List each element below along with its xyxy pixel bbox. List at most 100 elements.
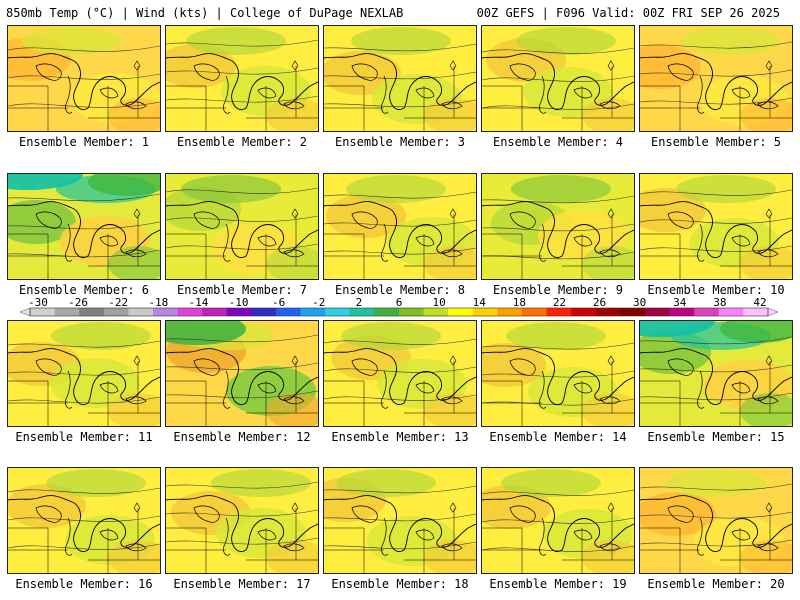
- colorbar-tick-label: 10: [432, 296, 445, 309]
- map-field: [324, 26, 476, 131]
- ensemble-member-map: [7, 173, 161, 280]
- ensemble-member-map: [481, 173, 635, 280]
- ensemble-member-map: [481, 25, 635, 132]
- colorbar-right-arrow: [767, 307, 779, 317]
- map-field: [166, 26, 318, 131]
- colorbar-tick-label: -10: [229, 296, 249, 309]
- colorbar-tick-label: 18: [513, 296, 526, 309]
- colorbar-tick-label: 30: [633, 296, 646, 309]
- colorbar-swatch: [423, 308, 449, 316]
- colorbar-swatch: [226, 308, 252, 316]
- ensemble-member-map: [165, 320, 319, 427]
- colorbar-tick-label: 26: [593, 296, 606, 309]
- colorbar-swatch: [153, 308, 179, 316]
- colorbar-swatch: [54, 308, 80, 316]
- colorbar-outline: [29, 307, 769, 317]
- header-valid-time: 00Z GEFS | F096 Valid: 00Z FRI SEP 26 20…: [476, 6, 780, 20]
- colorbar-tick-label: -30: [28, 296, 48, 309]
- ensemble-member-label: Ensemble Member: 9: [492, 283, 624, 297]
- colorbar-swatch: [300, 308, 326, 316]
- ensemble-member-map: [323, 173, 477, 280]
- ensemble-member-label: Ensemble Member: 3: [334, 135, 466, 149]
- colorbar-swatch: [743, 308, 769, 316]
- ensemble-member-label: Ensemble Member: 13: [331, 430, 469, 444]
- ensemble-member-map: [165, 173, 319, 280]
- ensemble-member-map: [639, 320, 793, 427]
- colorbar-tick-label: -6: [272, 296, 285, 309]
- colorbar-swatch: [349, 308, 375, 316]
- ensemble-member-map: [7, 320, 161, 427]
- colorbar-swatch: [202, 308, 228, 316]
- colorbar-tick-label: 6: [396, 296, 403, 309]
- colorbar-swatch: [30, 308, 56, 316]
- colorbar-swatch: [472, 308, 498, 316]
- ensemble-member-label: Ensemble Member: 19: [489, 577, 627, 591]
- colorbar-tick-label: -14: [189, 296, 209, 309]
- map-field: [324, 468, 476, 573]
- colorbar-swatch: [595, 308, 621, 316]
- map-field: [482, 321, 634, 426]
- ensemble-member-map: [165, 25, 319, 132]
- ensemble-member-label: Ensemble Member: 20: [647, 577, 785, 591]
- ensemble-member-map: [323, 467, 477, 574]
- colorbar-tick-label: 14: [473, 296, 487, 309]
- map-field: [8, 468, 160, 573]
- colorbar-swatch: [669, 308, 695, 316]
- ensemble-member-label: Ensemble Member: 18: [331, 577, 469, 591]
- colorbar-swatch: [103, 308, 129, 316]
- ensemble-member-label: Ensemble Member: 12: [173, 430, 311, 444]
- temperature-colorbar: -30 -26 -22 -18 -14 -10 -6 -2 2 6 10 14 18 22 26 30 34 38…: [19, 296, 779, 317]
- ensemble-member-label: Ensemble Member: 17: [173, 577, 311, 591]
- map-field: [324, 321, 476, 426]
- colorbar-swatch: [522, 308, 548, 316]
- ensemble-member-label: Ensemble Member: 2: [176, 135, 308, 149]
- colorbar-swatch: [177, 308, 203, 316]
- colorbar-swatch: [571, 308, 597, 316]
- colorbar-tick-label: -26: [68, 296, 88, 309]
- ensemble-member-map: [481, 320, 635, 427]
- colorbar-tick-label: 22: [553, 296, 566, 309]
- map-field: [166, 468, 318, 573]
- colorbar-tick-label: 34: [673, 296, 687, 309]
- ensemble-member-label: Ensemble Member: 16: [15, 577, 153, 591]
- ensemble-member-map: [323, 320, 477, 427]
- colorbar-swatch: [325, 308, 351, 316]
- colorbar-tick-label: -2: [312, 296, 325, 309]
- colorbar-swatch: [448, 308, 474, 316]
- map-field: [166, 321, 318, 426]
- ensemble-member-map: [165, 467, 319, 574]
- ensemble-member-map: [639, 173, 793, 280]
- ensemble-member-label: Ensemble Member: 11: [15, 430, 153, 444]
- header-title: 850mb Temp (°C) | Wind (kts) | College o…: [6, 6, 404, 20]
- colorbar-swatch: [718, 308, 744, 316]
- ensemble-member-label: Ensemble Member: 15: [647, 430, 785, 444]
- ensemble-member-label: Ensemble Member: 8: [334, 283, 466, 297]
- colorbar-tick-label: -18: [148, 296, 168, 309]
- colorbar-tick-label: 42: [753, 296, 766, 309]
- colorbar-swatch: [128, 308, 154, 316]
- colorbar-swatch: [276, 308, 302, 316]
- map-field: [324, 174, 476, 279]
- ensemble-member-map: [323, 25, 477, 132]
- colorbar-swatch: [620, 308, 646, 316]
- ensemble-member-map: [7, 467, 161, 574]
- map-field: [166, 174, 318, 279]
- map-field: [482, 26, 634, 131]
- colorbar-swatch: [694, 308, 720, 316]
- ensemble-member-map: [481, 467, 635, 574]
- ensemble-member-label: Ensemble Member: 7: [176, 283, 308, 297]
- ensemble-member-label: Ensemble Member: 4: [492, 135, 624, 149]
- colorbar-swatch: [497, 308, 523, 316]
- ensemble-member-label: Ensemble Member: 10: [647, 283, 785, 297]
- colorbar-left-arrow: [19, 307, 31, 317]
- colorbar-swatch: [251, 308, 277, 316]
- map-field: [482, 468, 634, 573]
- ensemble-member-label: Ensemble Member: 1: [18, 135, 150, 149]
- map-field: [640, 174, 792, 279]
- colorbar-tick-label: 38: [713, 296, 726, 309]
- map-field: [8, 174, 160, 279]
- map-field: [8, 26, 160, 131]
- map-field: [482, 174, 634, 279]
- ensemble-member-map: [7, 25, 161, 132]
- ensemble-member-label: Ensemble Member: 14: [489, 430, 627, 444]
